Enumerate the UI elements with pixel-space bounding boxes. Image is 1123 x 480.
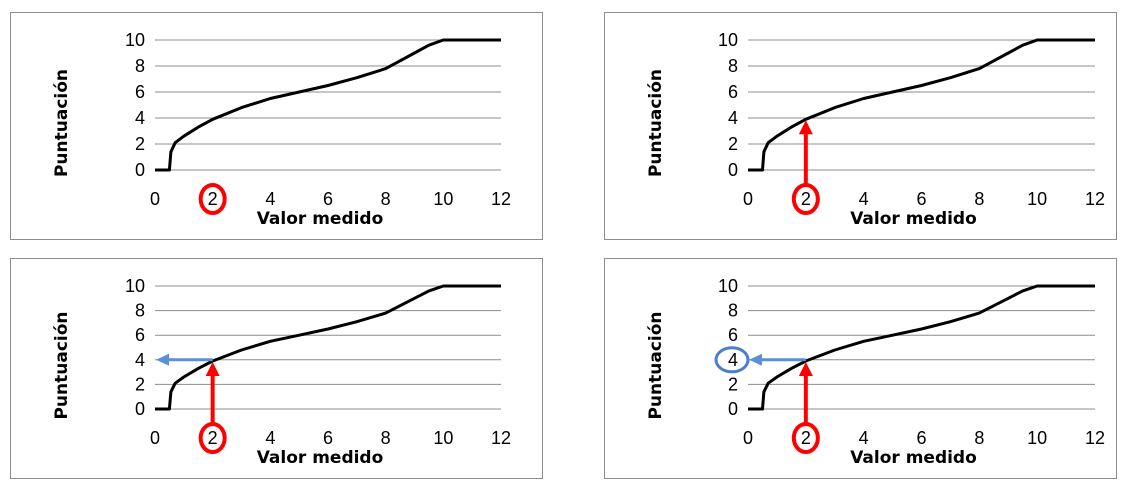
y-tick-label: 0 xyxy=(135,160,145,180)
y-axis-title: Puntuación xyxy=(52,69,72,177)
y-tick-label: 2 xyxy=(135,134,145,154)
y-tick-label: 2 xyxy=(728,374,738,394)
chart-svg-2: 0 2 4 6 8 10 0 2 4 6 8 10 12 Valor medido Puntuación xyxy=(646,30,1105,229)
x-tick-label: 12 xyxy=(491,189,511,209)
y-tick-label: 4 xyxy=(728,108,738,128)
x-tick-label: 4 xyxy=(859,428,869,448)
y-tick-label: 10 xyxy=(718,276,738,296)
y-tick-label: 8 xyxy=(135,301,145,321)
chart-panel-3: 0 2 4 6 8 10 0 2 4 6 8 10 12 Valor medido Puntuación xyxy=(10,258,543,479)
y-tick-label: 10 xyxy=(718,30,738,50)
x-axis-title: Valor medido xyxy=(850,448,977,468)
y-tick-label: 10 xyxy=(125,30,145,50)
x-tick-label: 10 xyxy=(1027,428,1047,448)
y-tick-label: 4 xyxy=(135,350,145,370)
x-tick-label: 8 xyxy=(974,428,984,448)
y-axis-title: Puntuación xyxy=(646,311,666,419)
x-axis-title: Valor medido xyxy=(850,209,977,229)
y-tick-label: 6 xyxy=(135,82,145,102)
red-arrow-head xyxy=(798,362,813,377)
y-tick-label: 8 xyxy=(728,301,738,321)
x-tick-label: 10 xyxy=(1027,189,1047,209)
data-line xyxy=(748,38,1095,172)
chart-panel-2: 0 2 4 6 8 10 0 2 4 6 8 10 12 Valor medido Puntuación xyxy=(604,12,1117,240)
y-tick-label: 0 xyxy=(135,399,145,419)
data-line xyxy=(155,38,501,172)
chart-panel-1: 0 2 4 6 8 10 0 2 4 6 8 10 12 Valor medido Puntuación xyxy=(10,12,543,240)
x-tick-label: 0 xyxy=(743,428,753,448)
blue-arrow-head xyxy=(156,353,169,366)
x-tick-label: 6 xyxy=(916,189,926,209)
x-tick-label: 6 xyxy=(323,428,333,448)
x-tick-label: 10 xyxy=(433,428,453,448)
data-line xyxy=(155,284,501,411)
y-tick-label: 4 xyxy=(135,108,145,128)
y-tick-label: 6 xyxy=(728,82,738,102)
x-tick-label: 2 xyxy=(801,189,811,209)
y-tick-label: 2 xyxy=(728,134,738,154)
x-tick-label: 0 xyxy=(150,189,160,209)
x-tick-label: 2 xyxy=(801,428,811,448)
blue-arrow-head xyxy=(749,353,762,366)
y-axis-title: Puntuación xyxy=(52,311,72,419)
x-axis-title: Valor medido xyxy=(257,209,384,229)
x-value-highlight-circle xyxy=(198,183,227,215)
x-tick-label: 8 xyxy=(381,428,391,448)
y-tick-label: 6 xyxy=(135,325,145,345)
x-tick-label: 12 xyxy=(1085,428,1105,448)
y-value-highlight-circle xyxy=(714,346,750,374)
x-tick-label: 6 xyxy=(323,189,333,209)
red-arrow-head xyxy=(798,120,813,135)
y-tick-label: 8 xyxy=(728,56,738,76)
red-arrow-head xyxy=(205,362,220,377)
x-tick-label: 8 xyxy=(381,189,391,209)
x-tick-label: 4 xyxy=(859,189,869,209)
chart-svg-4: 0 2 4 6 8 10 0 2 4 6 8 10 12 Valor medido Puntuación xyxy=(646,276,1105,468)
x-tick-label: 10 xyxy=(433,189,453,209)
y-tick-label: 6 xyxy=(728,325,738,345)
y-tick-label: 2 xyxy=(135,374,145,394)
y-tick-label: 4 xyxy=(728,350,738,370)
x-tick-label: 2 xyxy=(208,428,218,448)
chart-panel-4: 0 2 4 6 8 10 0 2 4 6 8 10 12 Valor medido Puntuación xyxy=(604,258,1117,479)
y-tick-label: 0 xyxy=(728,399,738,419)
x-axis-title: Valor medido xyxy=(257,448,384,468)
y-tick-label: 0 xyxy=(728,160,738,180)
x-tick-label: 0 xyxy=(743,189,753,209)
x-tick-label: 4 xyxy=(265,428,275,448)
x-tick-label: 4 xyxy=(265,189,275,209)
data-line xyxy=(748,284,1095,411)
y-axis-title: Puntuación xyxy=(646,69,666,177)
y-tick-label: 10 xyxy=(125,276,145,296)
chart-svg-3: 0 2 4 6 8 10 0 2 4 6 8 10 12 Valor medido Puntuación xyxy=(52,276,511,468)
chart-svg-1: 0 2 4 6 8 10 0 2 4 6 8 10 12 Valor medido Puntuación xyxy=(52,30,511,229)
y-tick-label: 8 xyxy=(135,56,145,76)
x-tick-label: 8 xyxy=(974,189,984,209)
x-tick-label: 12 xyxy=(1085,189,1105,209)
x-tick-label: 6 xyxy=(916,428,926,448)
x-tick-label: 2 xyxy=(208,189,218,209)
x-tick-label: 0 xyxy=(150,428,160,448)
x-tick-label: 12 xyxy=(491,428,511,448)
